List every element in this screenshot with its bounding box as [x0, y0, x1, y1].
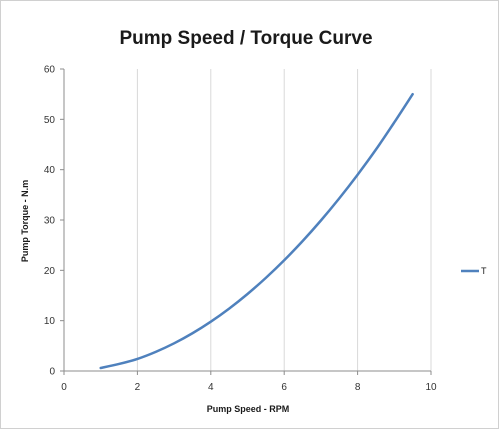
legend-label-t: T [481, 266, 487, 276]
axes [60, 68, 432, 375]
x-tick-label: 0 [61, 382, 67, 393]
y-tick-label: 50 [44, 115, 56, 126]
y-axis-label: Pump Torque - N.m [20, 180, 30, 262]
x-tick-label: 10 [425, 382, 437, 393]
x-axis-label: Pump Speed - RPM [207, 404, 290, 414]
legend: T [461, 266, 487, 276]
chart-title: Pump Speed / Torque Curve [119, 28, 372, 49]
series-line-t [99, 92, 414, 370]
series-lines [99, 92, 414, 370]
x-tick-label: 6 [281, 382, 287, 393]
y-tick-label: 60 [44, 65, 56, 76]
y-tick-label: 20 [44, 266, 56, 277]
y-tick-label: 40 [44, 165, 56, 176]
y-tick-label: 10 [44, 316, 56, 327]
gridlines [136, 69, 432, 371]
tick-labels: 0 10 20 30 40 50 60 0 2 4 6 8 10 [44, 65, 437, 394]
x-tick-label: 4 [208, 382, 214, 393]
x-tick-label: 2 [135, 382, 141, 393]
y-tick-label: 0 [49, 367, 55, 378]
x-tick-label: 8 [355, 382, 361, 393]
y-tick-label: 30 [44, 216, 56, 227]
